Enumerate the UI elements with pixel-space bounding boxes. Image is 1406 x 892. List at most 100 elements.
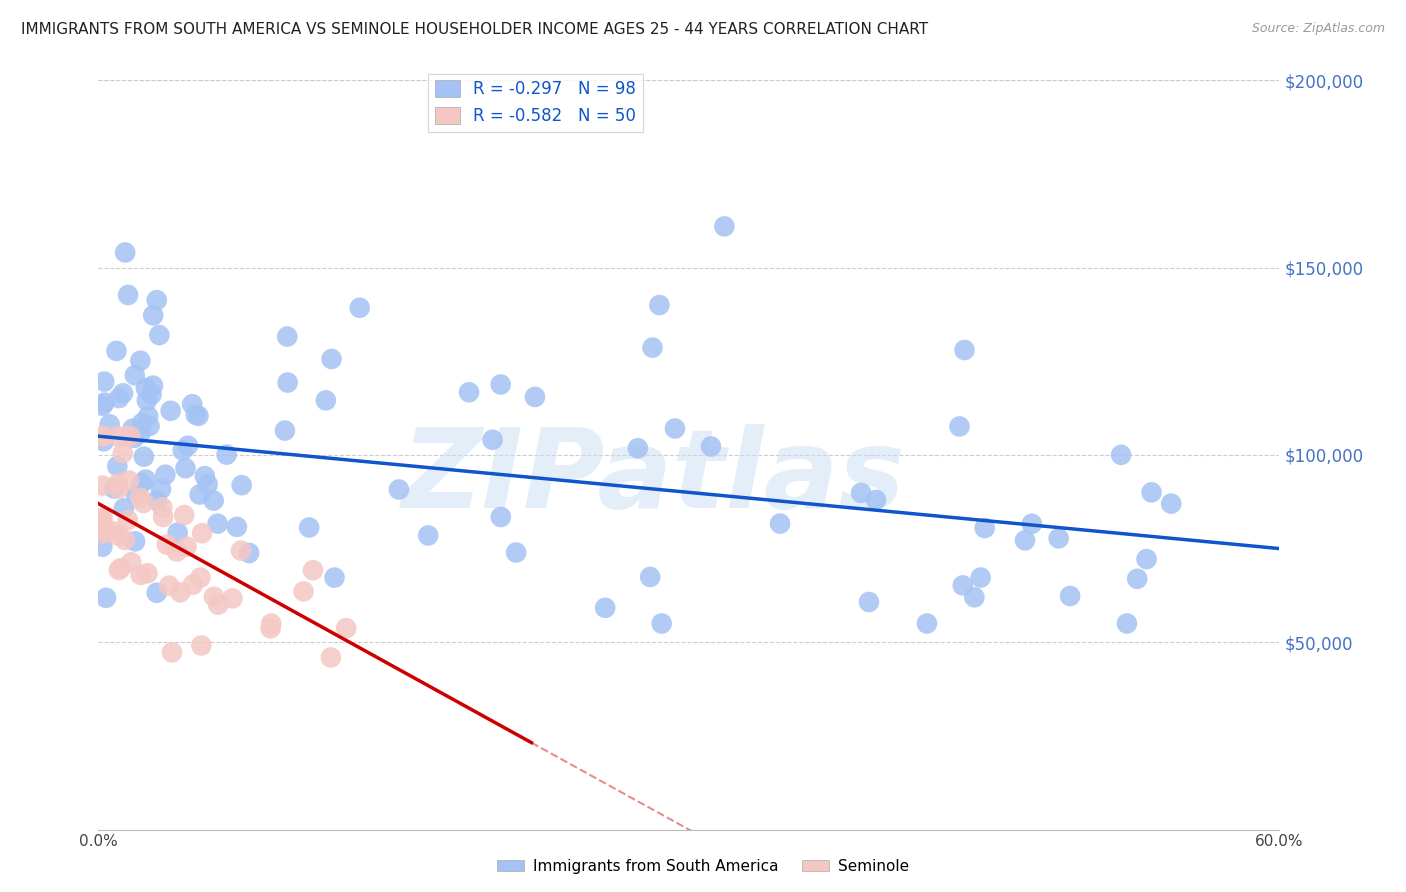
Point	[169, 585, 191, 599]
Point	[105, 429, 128, 443]
Point	[207, 598, 229, 612]
Point	[91, 510, 114, 524]
Point	[124, 431, 146, 445]
Point	[105, 343, 128, 358]
Point	[129, 425, 152, 440]
Point	[858, 595, 880, 609]
Point	[152, 510, 174, 524]
Point	[166, 544, 188, 558]
Point	[150, 500, 173, 515]
Point	[135, 393, 157, 408]
Point	[121, 422, 143, 436]
Point	[948, 419, 970, 434]
Point	[181, 397, 204, 411]
Point	[91, 478, 114, 492]
Legend: R = -0.297   N = 98, R = -0.582   N = 50: R = -0.297 N = 98, R = -0.582 N = 50	[429, 74, 643, 132]
Point	[138, 419, 160, 434]
Point	[202, 493, 225, 508]
Point	[1140, 485, 1163, 500]
Point	[107, 482, 129, 496]
Point	[418, 528, 440, 542]
Point	[349, 301, 371, 315]
Point	[93, 395, 115, 409]
Point	[110, 561, 132, 575]
Point	[145, 586, 167, 600]
Point	[849, 486, 872, 500]
Point	[865, 492, 887, 507]
Point	[112, 386, 135, 401]
Point	[114, 533, 136, 547]
Point	[323, 571, 346, 585]
Point	[94, 591, 117, 605]
Point	[700, 439, 723, 453]
Point	[146, 493, 169, 508]
Point	[160, 645, 183, 659]
Point	[129, 491, 152, 505]
Point	[181, 577, 204, 591]
Point	[190, 639, 212, 653]
Point	[172, 443, 194, 458]
Point	[118, 474, 141, 488]
Point	[177, 439, 200, 453]
Point	[489, 510, 512, 524]
Point	[915, 616, 938, 631]
Point	[1021, 516, 1043, 531]
Point	[953, 343, 976, 357]
Point	[176, 540, 198, 554]
Point	[120, 555, 142, 569]
Point	[91, 516, 114, 531]
Point	[141, 387, 163, 401]
Point	[638, 570, 661, 584]
Point	[302, 563, 325, 577]
Point	[98, 417, 121, 432]
Point	[197, 477, 219, 491]
Text: IMMIGRANTS FROM SOUTH AMERICA VS SEMINOLE HOUSEHOLDER INCOME AGES 25 - 44 YEARS : IMMIGRANTS FROM SOUTH AMERICA VS SEMINOL…	[21, 22, 928, 37]
Point	[136, 566, 159, 581]
Point	[292, 584, 315, 599]
Legend: Immigrants from South America, Seminole: Immigrants from South America, Seminole	[491, 853, 915, 880]
Point	[135, 473, 157, 487]
Point	[276, 329, 298, 343]
Point	[166, 525, 188, 540]
Point	[769, 516, 792, 531]
Point	[132, 450, 155, 464]
Point	[1109, 448, 1132, 462]
Point	[1116, 616, 1139, 631]
Point	[190, 571, 212, 585]
Point	[648, 298, 671, 312]
Point	[274, 424, 297, 438]
Point	[1126, 572, 1149, 586]
Point	[651, 616, 673, 631]
Point	[963, 591, 986, 605]
Point	[321, 351, 343, 366]
Point	[111, 446, 134, 460]
Point	[207, 516, 229, 531]
Point	[129, 568, 152, 582]
Point	[125, 488, 148, 502]
Point	[277, 376, 299, 390]
Point	[91, 429, 114, 443]
Point	[1160, 497, 1182, 511]
Point	[155, 467, 177, 482]
Point	[91, 524, 114, 538]
Point	[184, 408, 207, 422]
Point	[191, 526, 214, 541]
Point	[156, 538, 179, 552]
Point	[93, 434, 115, 449]
Point	[627, 442, 650, 456]
Point	[148, 328, 170, 343]
Point	[124, 368, 146, 383]
Point	[319, 650, 342, 665]
Point	[120, 429, 142, 443]
Point	[136, 409, 159, 424]
Point	[188, 487, 211, 501]
Point	[150, 482, 173, 496]
Text: Source: ZipAtlas.com: Source: ZipAtlas.com	[1251, 22, 1385, 36]
Point	[260, 616, 283, 631]
Point	[107, 476, 129, 491]
Point	[142, 309, 165, 323]
Point	[93, 526, 115, 541]
Point	[114, 245, 136, 260]
Point	[112, 501, 135, 516]
Point	[194, 469, 217, 483]
